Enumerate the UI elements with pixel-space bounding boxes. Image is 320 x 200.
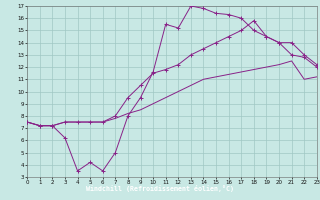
Text: Windchill (Refroidissement éolien,°C): Windchill (Refroidissement éolien,°C): [86, 185, 234, 192]
